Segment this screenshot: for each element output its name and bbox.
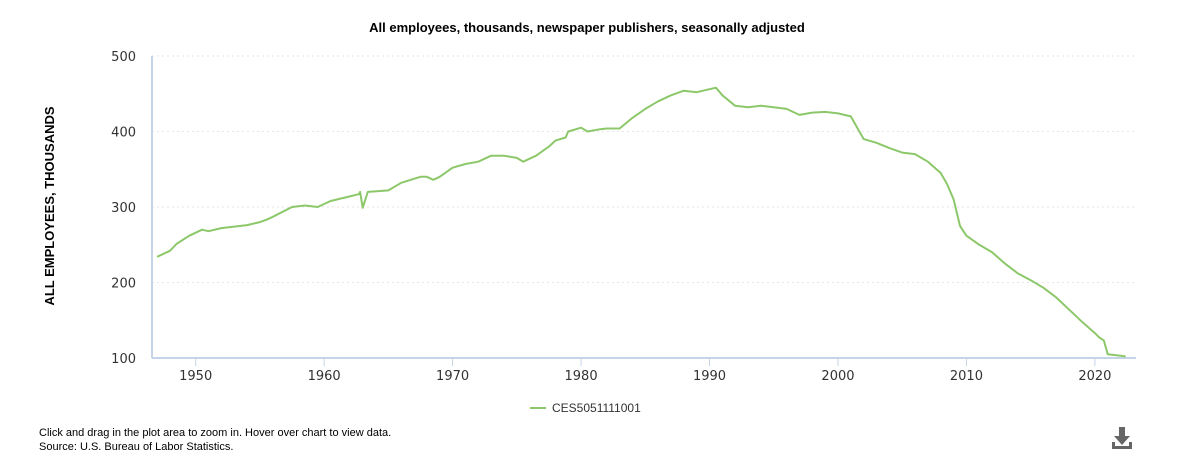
- y-tick-label: 500: [111, 50, 136, 65]
- x-tick-label: 1980: [565, 369, 598, 384]
- x-tick-label: 2020: [1078, 369, 1111, 384]
- x-tick-label: 1950: [179, 369, 212, 384]
- axes: 100 200 300 400 500 1950 1960 1970 1980 1990 2000 2…: [111, 50, 1136, 384]
- footer-instructions: Click and drag in the plot area to zoom …: [39, 427, 392, 439]
- y-axis-label: ALL EMPLOYEES, THOUSANDS: [42, 106, 57, 305]
- footer: Click and drag in the plot area to zoom …: [39, 426, 391, 454]
- x-tick-label: 2000: [821, 369, 854, 384]
- y-tick-label: 200: [111, 277, 136, 292]
- x-tick-label: 2010: [950, 369, 983, 384]
- legend-label[interactable]: CES5051111001: [552, 401, 641, 415]
- x-tick-label: 1960: [308, 369, 341, 384]
- footer-source: Source: U.S. Bureau of Labor Statistics.: [39, 441, 234, 453]
- download-icon[interactable]: [1108, 424, 1136, 452]
- series-line-CES5051111001[interactable]: [156, 86, 1126, 358]
- x-tick-label: 1970: [436, 369, 469, 384]
- chart-title: All employees, thousands, newspaper publ…: [369, 20, 805, 35]
- y-tick-label: 400: [111, 126, 136, 141]
- y-tick-label: 100: [111, 352, 136, 367]
- grid: [152, 55, 1136, 283]
- y-tick-label: 300: [111, 201, 136, 216]
- series-layer[interactable]: [156, 86, 1126, 358]
- legend[interactable]: CES5051111001: [530, 401, 641, 415]
- x-tick-label: 1990: [693, 369, 726, 384]
